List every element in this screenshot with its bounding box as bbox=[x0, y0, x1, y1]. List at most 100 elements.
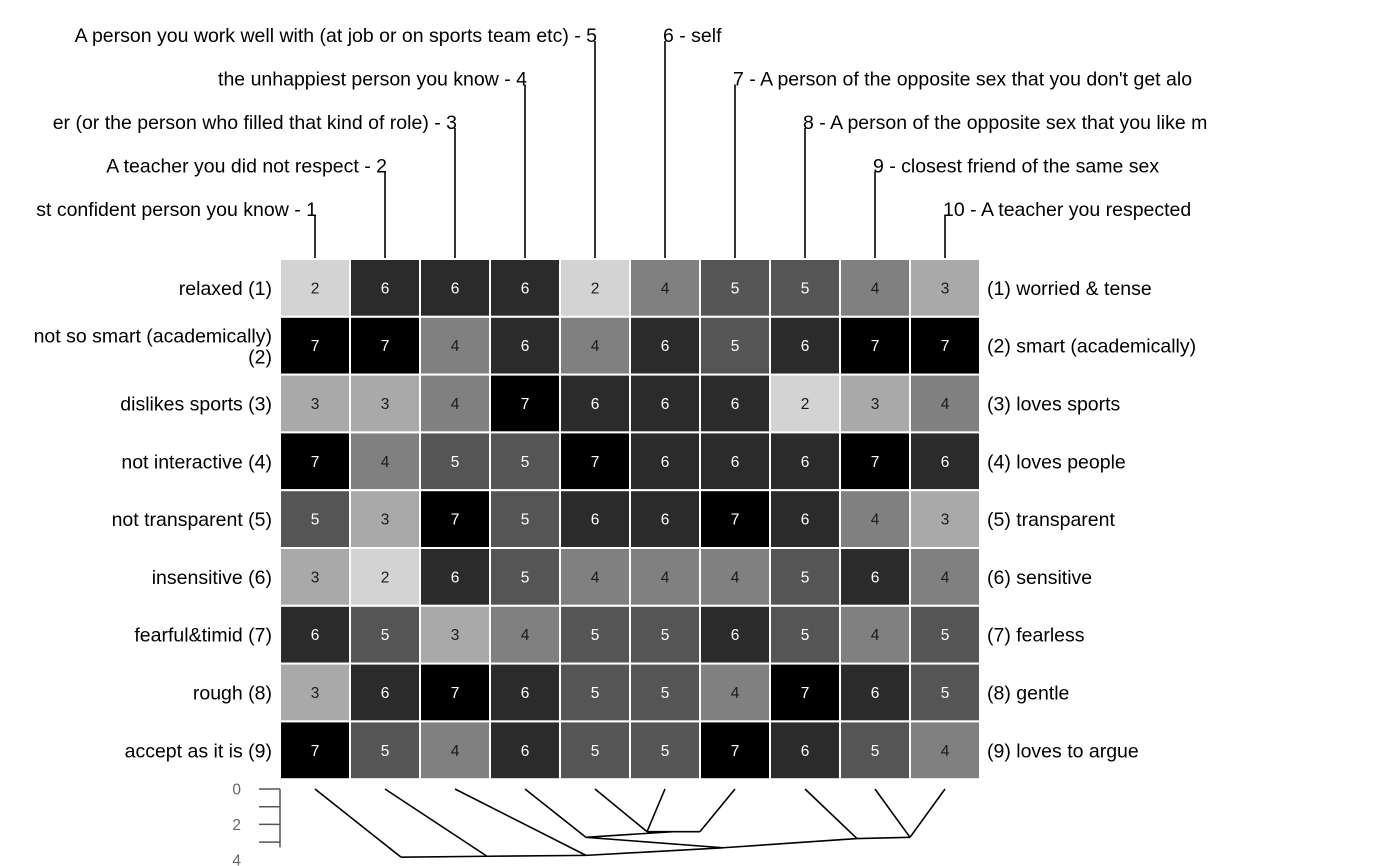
scale-tick-label: 4 bbox=[232, 852, 241, 866]
cell-value: 4 bbox=[731, 569, 740, 586]
grid-cell bbox=[769, 720, 841, 781]
right-pole-label: (4) loves people bbox=[987, 451, 1126, 473]
cell-value: 3 bbox=[871, 396, 880, 413]
cell-value: 4 bbox=[941, 396, 950, 413]
left-pole-label: not so smart (academically) (2) bbox=[34, 326, 272, 369]
grid-cell bbox=[489, 489, 561, 550]
element-label: 6 - self bbox=[663, 25, 722, 47]
cell-value: 5 bbox=[941, 685, 950, 702]
grid-cell bbox=[629, 547, 701, 607]
dendrogram-branch bbox=[400, 855, 488, 858]
cell-value: 5 bbox=[591, 743, 600, 760]
cell-value: 3 bbox=[941, 512, 950, 529]
cell-value: 4 bbox=[521, 627, 530, 644]
grid-cell bbox=[419, 604, 491, 665]
cell-value: 6 bbox=[871, 685, 880, 702]
dendrogram-branch bbox=[585, 846, 724, 857]
grid-cell bbox=[699, 431, 771, 492]
cell-value: 7 bbox=[801, 685, 810, 702]
grid-cell bbox=[769, 315, 841, 376]
dendrogram-branch bbox=[454, 788, 587, 857]
grid-cell bbox=[909, 258, 981, 318]
grid-cell bbox=[769, 373, 841, 434]
element-label: 10 - A teacher you respected bbox=[943, 199, 1191, 221]
cell-value: 6 bbox=[521, 743, 530, 760]
grid-cell bbox=[279, 720, 351, 781]
cell-value: 6 bbox=[731, 396, 740, 413]
grid-cell bbox=[629, 258, 701, 318]
cell-value: 6 bbox=[941, 454, 950, 471]
right-pole-label: (7) fearless bbox=[987, 625, 1085, 647]
cell-value: 5 bbox=[731, 280, 740, 297]
grid-cell bbox=[419, 547, 491, 607]
cell-value: 5 bbox=[661, 627, 670, 644]
dendrogram-branch bbox=[524, 788, 587, 838]
dendrogram-branch bbox=[699, 788, 736, 833]
grid-cell bbox=[489, 315, 561, 376]
left-pole-label: relaxed (1) bbox=[179, 278, 272, 300]
cell-value: 4 bbox=[731, 685, 740, 702]
cell-value: 5 bbox=[521, 512, 530, 529]
grid-cell bbox=[909, 489, 981, 550]
grid-cell bbox=[349, 258, 421, 318]
cell-value: 6 bbox=[591, 512, 600, 529]
right-pole-labels: (1) worried & tense (2) smart (academical… bbox=[987, 278, 1196, 762]
cell-value: 4 bbox=[941, 569, 950, 586]
cell-value: 7 bbox=[311, 743, 320, 760]
left-pole-label: insensitive (6) bbox=[152, 567, 272, 589]
element-label: 8 - A person of the opposite sex that yo… bbox=[803, 112, 1207, 134]
right-pole-label: (5) transparent bbox=[987, 509, 1115, 531]
grid-cell bbox=[839, 258, 911, 318]
cell-value: 6 bbox=[661, 396, 670, 413]
cell-value: 4 bbox=[591, 569, 600, 586]
cell-value: 6 bbox=[311, 627, 320, 644]
cell-value: 3 bbox=[381, 396, 390, 413]
grid-cell bbox=[279, 373, 351, 434]
cell-value: 6 bbox=[451, 569, 460, 586]
cell-value: 5 bbox=[871, 743, 880, 760]
cell-value: 5 bbox=[451, 454, 460, 471]
grid-cell bbox=[839, 431, 911, 492]
element-label: 7 - A person of the opposite sex that yo… bbox=[733, 69, 1192, 91]
cell-value: 7 bbox=[311, 454, 320, 471]
cell-value: 5 bbox=[521, 454, 530, 471]
grid-cell bbox=[559, 604, 631, 665]
cell-value: 5 bbox=[591, 627, 600, 644]
scale-tick-label: 2 bbox=[232, 817, 241, 834]
cell-value: 3 bbox=[311, 685, 320, 702]
cell-value: 6 bbox=[521, 280, 530, 297]
dendrogram-branch bbox=[594, 788, 648, 833]
right-pole-label: (1) worried & tense bbox=[987, 278, 1152, 300]
cell-value: 2 bbox=[591, 280, 600, 297]
cell-value: 7 bbox=[311, 338, 320, 355]
dendrogram-branch bbox=[585, 830, 674, 839]
cell-value: 6 bbox=[801, 454, 810, 471]
dendrogram-branch bbox=[314, 788, 402, 858]
left-pole-label: not transparent (5) bbox=[112, 509, 272, 531]
cell-value: 6 bbox=[661, 512, 670, 529]
cell-value: 6 bbox=[521, 338, 530, 355]
cell-value: 7 bbox=[871, 454, 880, 471]
right-pole-label: (2) smart (academically) bbox=[987, 336, 1196, 358]
dendrogram-branch bbox=[722, 837, 858, 849]
cell-value: 4 bbox=[871, 280, 880, 297]
cell-value: 2 bbox=[381, 569, 390, 586]
cell-value: 4 bbox=[451, 338, 460, 355]
grid-cell bbox=[489, 604, 561, 665]
grid-cell bbox=[349, 547, 421, 607]
grid-cell bbox=[559, 547, 631, 607]
cell-value: 6 bbox=[661, 338, 670, 355]
cell-value: 7 bbox=[871, 338, 880, 355]
grid-cell bbox=[839, 547, 911, 607]
grid-cell bbox=[349, 489, 421, 550]
grid-cell bbox=[279, 547, 351, 607]
cell-value: 4 bbox=[871, 512, 880, 529]
cell-value: 5 bbox=[661, 685, 670, 702]
grid-cell bbox=[279, 662, 351, 723]
left-pole-label: not interactive (4) bbox=[121, 451, 272, 473]
dendrogram-branch bbox=[384, 788, 488, 857]
grid-cell bbox=[419, 720, 491, 781]
cell-value: 5 bbox=[381, 743, 390, 760]
grid-cell bbox=[699, 258, 771, 318]
cell-value: 4 bbox=[941, 743, 950, 760]
